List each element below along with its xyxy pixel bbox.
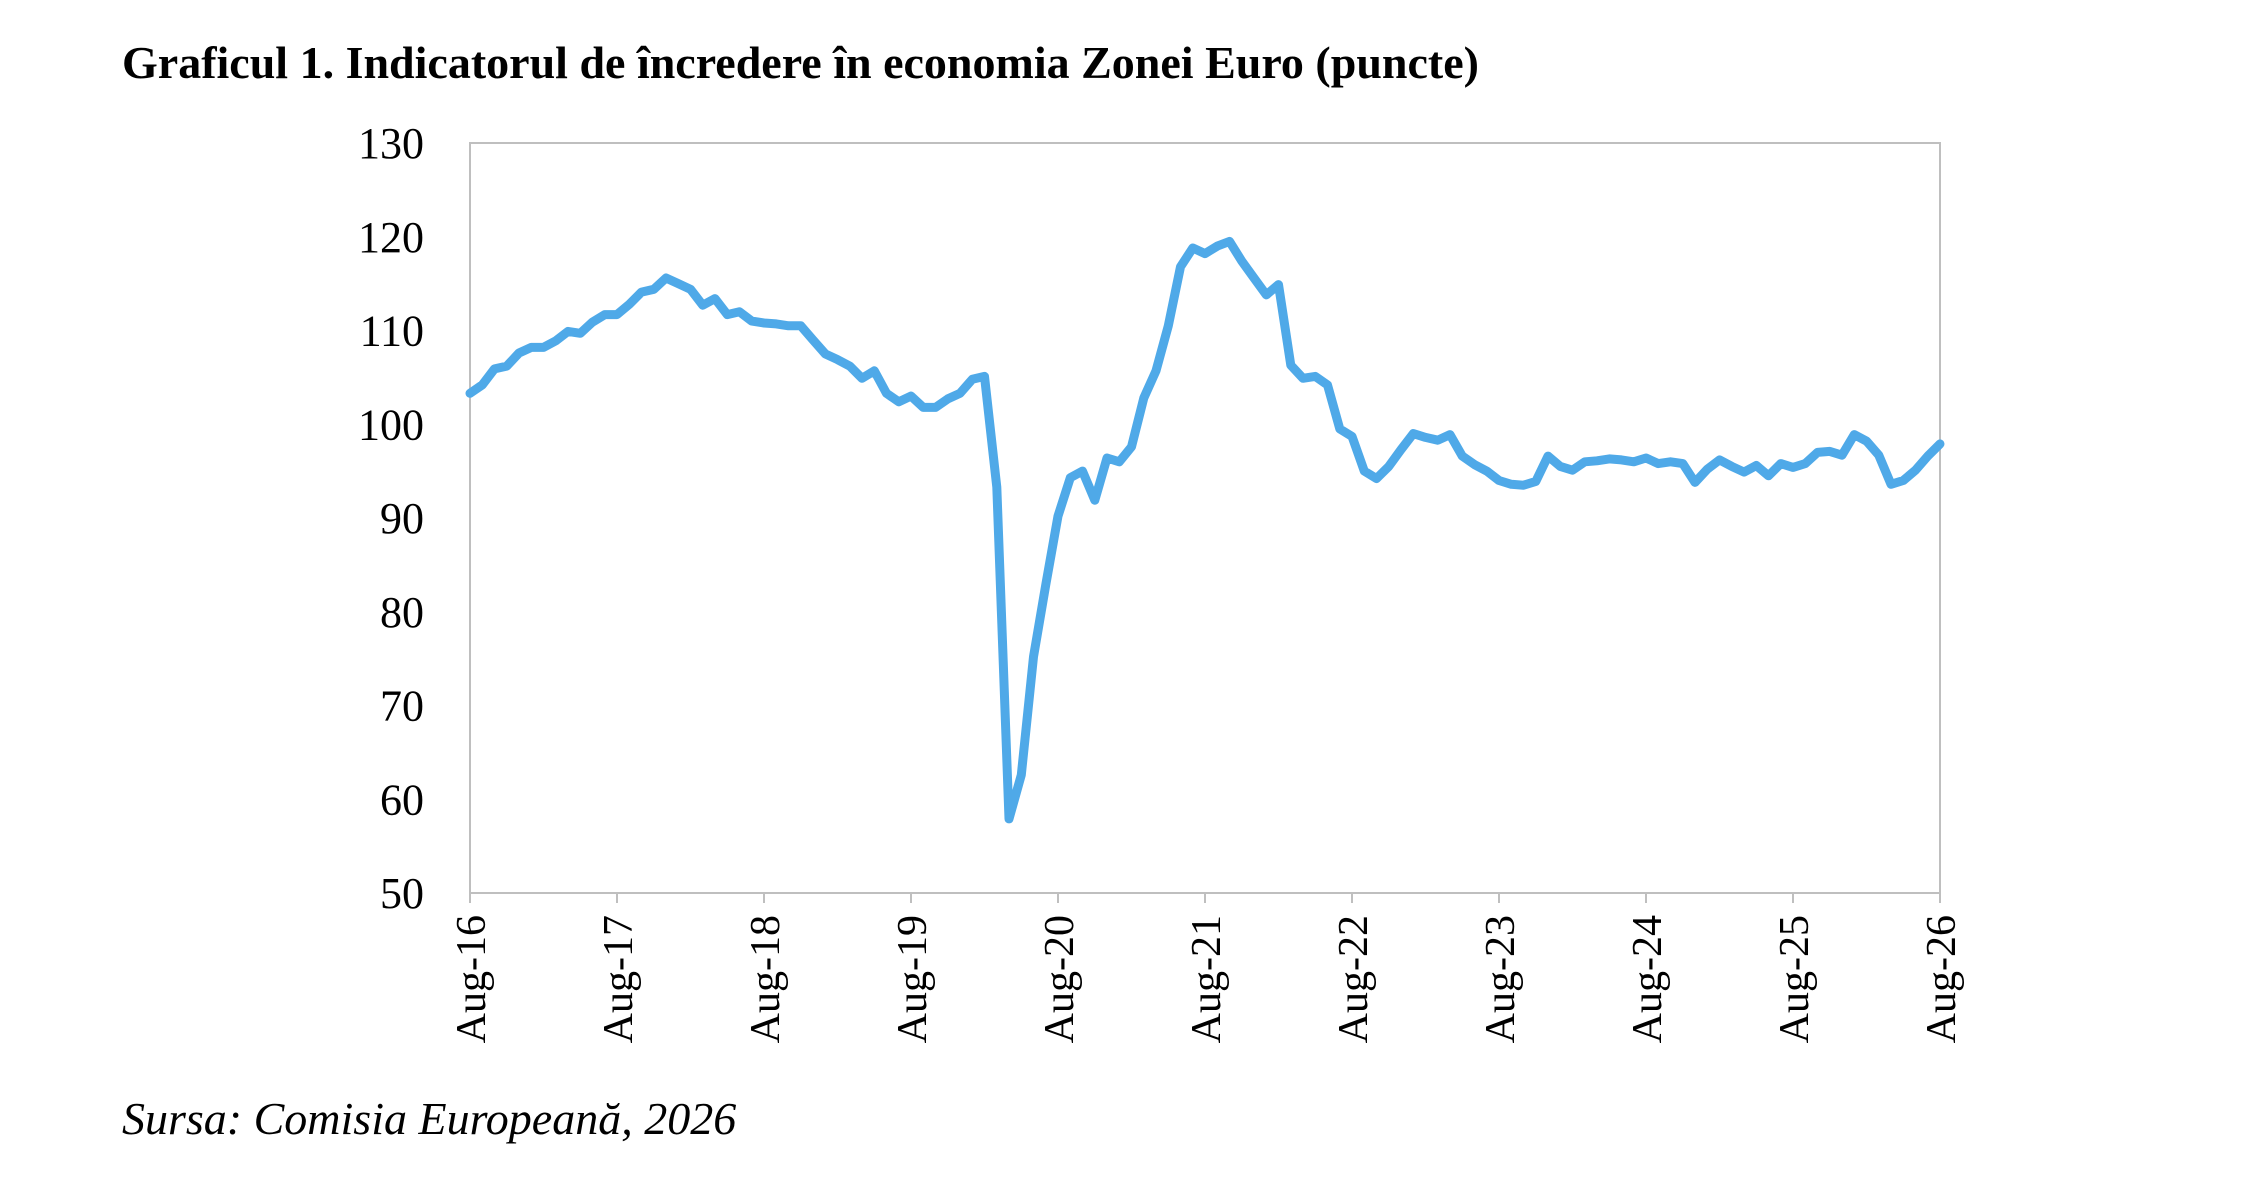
x-tick-label: Aug-23 [1478,915,1524,1043]
x-axis: Aug-16 Aug-17 Aug-18 Aug-19 Aug-20 Aug-21 Aug-… [449,893,1965,1043]
chart-title: Graficul 1. Indicatorul de încredere în … [122,37,1479,88]
x-tick-label: Aug-24 [1625,915,1671,1043]
y-tick-label: 110 [360,307,424,356]
y-axis: 130 120 110 100 90 80 70 60 50 [358,119,424,918]
x-tick-label: Aug-25 [1772,915,1818,1043]
x-tick-label: Aug-17 [596,915,642,1043]
y-tick-label: 120 [358,213,424,262]
y-tick-label: 60 [380,775,424,824]
x-tick-label: Aug-21 [1184,915,1230,1043]
x-tick-label: Aug-20 [1037,915,1083,1043]
y-tick-label: 100 [358,400,424,449]
x-tick-label: Aug-22 [1331,915,1377,1043]
x-tick-label: Aug-16 [449,915,495,1043]
series-line [465,236,1945,824]
x-tick-label: Aug-19 [890,915,936,1043]
y-tick-label: 130 [358,119,424,168]
source-note: Sursa: Comisia Europeană, 2026 [122,1093,737,1144]
y-tick-label: 50 [380,869,424,918]
series-group [465,236,1945,824]
x-tick-label: Aug-26 [1919,915,1965,1043]
y-tick-label: 90 [380,494,424,543]
y-tick-label: 70 [380,682,424,731]
x-tick-label: Aug-18 [743,915,789,1043]
y-tick-label: 80 [380,588,424,637]
